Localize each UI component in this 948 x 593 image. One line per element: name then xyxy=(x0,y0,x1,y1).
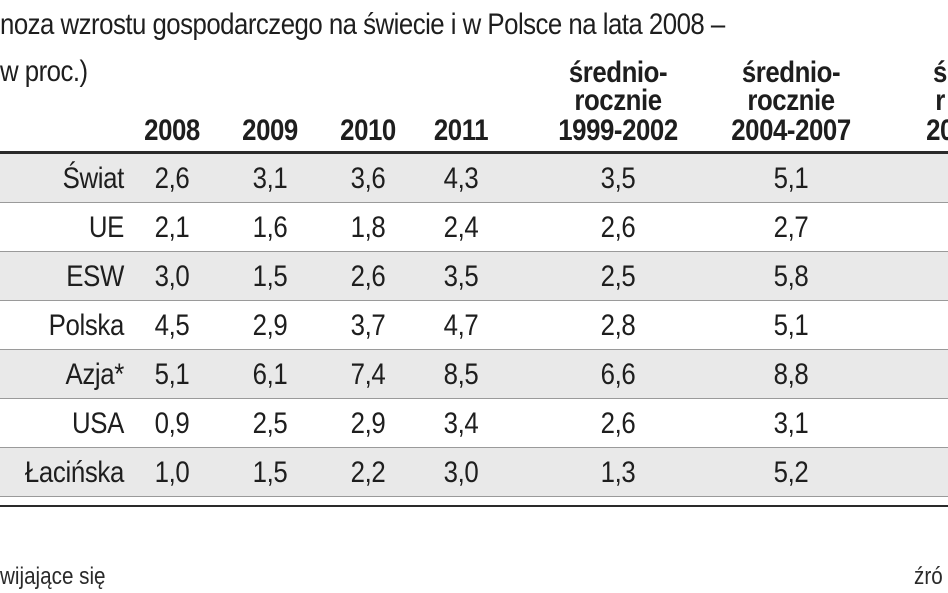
table-cell: 1,5 xyxy=(252,456,288,489)
table-row: Łacińska 1,0 1,5 2,2 3,0 1,3 5,2 xyxy=(0,448,948,497)
table-cell: 3,4 xyxy=(443,407,479,440)
table-cell: 6,1 xyxy=(252,358,288,391)
table-cell: 5,1 xyxy=(154,358,190,391)
row-label: ESW xyxy=(66,260,124,293)
column-header: r xyxy=(935,84,945,117)
row-divider xyxy=(0,202,948,203)
column-header: 2004-2007 xyxy=(731,114,851,147)
row-divider xyxy=(0,398,948,399)
table-cell: 3,0 xyxy=(443,456,479,489)
table-cell: 3,5 xyxy=(443,260,479,293)
row-divider xyxy=(0,496,948,497)
column-header: 20 xyxy=(926,114,948,147)
table-cell: 2,6 xyxy=(350,260,386,293)
chart-title: noza wzrostu gospodarczego na świecie i … xyxy=(0,8,725,41)
column-header: ś xyxy=(933,56,947,89)
table-cell: 2,5 xyxy=(252,407,288,440)
table-cell: 4,7 xyxy=(443,309,479,342)
table-cell: 2,6 xyxy=(600,407,636,440)
source-note: źró xyxy=(914,563,943,590)
row-label: Łacińska xyxy=(24,456,124,489)
table-cell: 2,9 xyxy=(252,309,288,342)
table-row: ESW 3,0 1,5 2,6 3,5 2,5 5,8 xyxy=(0,252,948,301)
table-cell: 2,7 xyxy=(773,211,809,244)
table-cell: 5,1 xyxy=(773,309,809,342)
table-row: USA 0,9 2,5 2,9 3,4 2,6 3,1 xyxy=(0,399,948,448)
row-divider xyxy=(0,447,948,448)
row-label: Polska xyxy=(48,309,125,342)
column-header: rocznie xyxy=(747,84,835,117)
table-cell: 7,4 xyxy=(350,358,386,391)
table-cell: 3,6 xyxy=(350,162,386,195)
row-divider xyxy=(0,251,948,252)
table-cell: 3,1 xyxy=(252,162,288,195)
table-cell: 3,1 xyxy=(773,407,809,440)
table-cell: 2,4 xyxy=(443,211,479,244)
table-cell: 4,5 xyxy=(154,309,190,342)
row-label: Świat xyxy=(62,162,125,195)
column-header: średnio- xyxy=(568,56,668,89)
table-bottom-rule xyxy=(0,505,948,507)
table-cell: 1,6 xyxy=(252,211,288,244)
table-cell: 1,8 xyxy=(350,211,386,244)
row-divider xyxy=(0,300,948,301)
column-header: 1999-2002 xyxy=(558,114,678,147)
table-row: Polska 4,5 2,9 3,7 4,7 2,8 5,1 xyxy=(0,301,948,350)
row-label: Azja* xyxy=(65,358,124,391)
table-cell: 8,8 xyxy=(773,358,809,391)
table-cell: 8,5 xyxy=(443,358,479,391)
column-header: średnio- xyxy=(741,56,841,89)
table-cell: 2,9 xyxy=(350,407,386,440)
table-cell: 1,5 xyxy=(252,260,288,293)
column-header: 2011 xyxy=(433,114,489,147)
table-cell: 2,2 xyxy=(350,456,386,489)
table-cell: 0,9 xyxy=(154,407,190,440)
table-row: Azja* 5,1 6,1 7,4 8,5 6,6 8,8 xyxy=(0,350,948,399)
table-cell: 1,3 xyxy=(600,456,636,489)
column-header: 2010 xyxy=(340,114,396,147)
column-header: rocznie xyxy=(574,84,662,117)
table-cell: 3,0 xyxy=(154,260,190,293)
table-cell: 4,3 xyxy=(443,162,479,195)
table-cell: 2,8 xyxy=(600,309,636,342)
table-cell: 3,7 xyxy=(350,309,386,342)
table-cell: 5,8 xyxy=(773,260,809,293)
column-header: 2009 xyxy=(242,114,298,147)
row-label: USA xyxy=(71,407,124,440)
table-cell: 2,6 xyxy=(154,162,190,195)
chart-subtitle: w proc.) xyxy=(0,55,88,88)
table-cell: 2,1 xyxy=(154,211,190,244)
column-header: 2008 xyxy=(144,114,200,147)
row-label: UE xyxy=(88,211,124,244)
table-cell: 2,6 xyxy=(600,211,636,244)
table-cell: 6,6 xyxy=(600,358,636,391)
header-divider xyxy=(0,151,948,154)
table-cell: 1,0 xyxy=(154,456,190,489)
table-cell: 5,2 xyxy=(773,456,809,489)
table-row: UE 2,1 1,6 1,8 2,4 2,6 2,7 xyxy=(0,203,948,252)
footnote: wijające się xyxy=(0,563,106,590)
table-cell: 5,1 xyxy=(773,162,809,195)
table-row: Świat 2,6 3,1 3,6 4,3 3,5 5,1 xyxy=(0,154,948,203)
table-cell: 3,5 xyxy=(600,162,636,195)
row-divider xyxy=(0,349,948,350)
table-cell: 2,5 xyxy=(600,260,636,293)
